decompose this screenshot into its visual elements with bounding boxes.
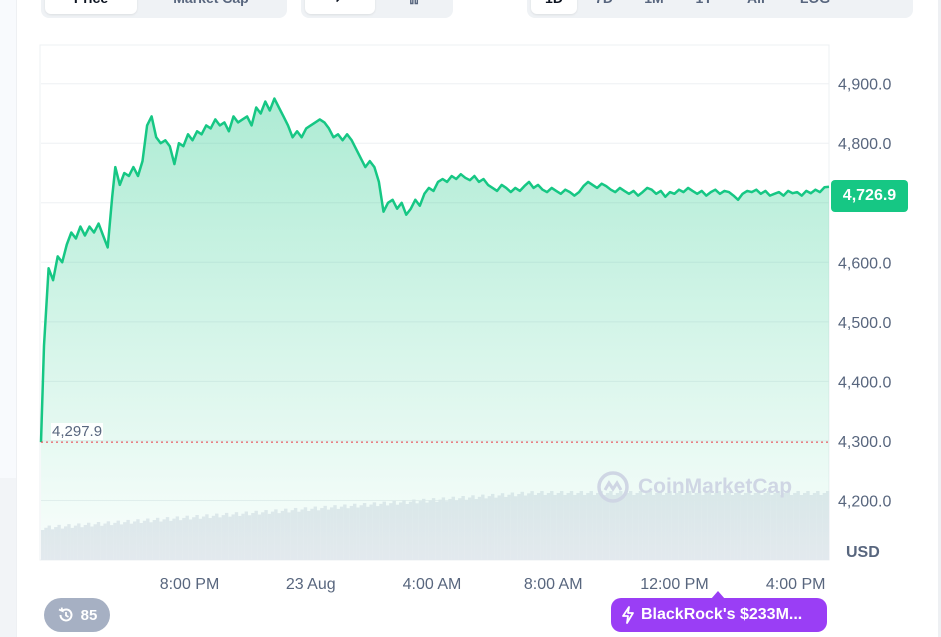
y-axis-ticks: 4,900.04,800.04,700.04,600.04,500.04,400… (838, 77, 891, 511)
market-cap-tab[interactable]: Market Cap (141, 0, 281, 14)
news-event-chip[interactable]: BlackRock's $233M... (611, 598, 827, 632)
news-label: BlackRock's $233M... (641, 606, 803, 623)
range-toggle: 1D 7D 1M 1Y All LOG (527, 0, 913, 18)
y-tick-label: 4,600.0 (838, 255, 891, 272)
range-7d[interactable]: 7D (581, 0, 627, 14)
y-tick-label: 4,800.0 (838, 136, 891, 153)
log-scale-toggle[interactable]: LOG (785, 0, 845, 14)
current-price-badge: 4,726.9 (831, 180, 908, 212)
history-count: 85 (80, 606, 98, 624)
y-tick-label: 4,400.0 (838, 374, 891, 391)
line-chart-icon: ↗ (334, 0, 346, 7)
open-price-label: 4,297.9 (51, 423, 104, 440)
candles-icon: ⫾⫾ (410, 0, 419, 7)
left-panel-edge (0, 478, 16, 637)
watermark-text: CoinMarketCap (638, 475, 793, 498)
news-pointer (711, 591, 725, 599)
price-line (39, 97, 830, 443)
y-tick-label: 4,900.0 (838, 77, 891, 94)
x-tick-label: 8:00 PM (160, 576, 220, 593)
y-tick-label: 4,300.0 (838, 434, 891, 451)
range-1d[interactable]: 1D (531, 0, 577, 14)
lightning-icon (622, 606, 634, 624)
x-tick-label: 8:00 AM (524, 576, 583, 593)
currency-label: USD (846, 544, 880, 561)
x-tick-label: 12:00 PM (640, 576, 708, 593)
range-1y[interactable]: 1Y (681, 0, 727, 14)
chart-type-toggle: ↗ ⫾⫾ (301, 0, 453, 18)
x-tick-label: 4:00 PM (766, 576, 826, 593)
history-button[interactable]: 85 (44, 598, 110, 632)
candle-chart-button[interactable]: ⫾⫾ (379, 0, 449, 14)
y-tick-label: 4,500.0 (838, 315, 891, 332)
y-tick-label: 4,200.0 (838, 493, 891, 510)
x-tick-label: 4:00 AM (403, 576, 462, 593)
watermark: CoinMarketCap (596, 470, 792, 504)
coinmarketcap-logo-icon (597, 471, 629, 503)
x-axis-ticks: 8:00 PM 23 Aug 4:00 AM 8:00 AM 12:00 PM 4:00 … (160, 576, 826, 593)
line-chart-button[interactable]: ↗ (305, 0, 375, 14)
price-tab[interactable]: Price (45, 0, 137, 14)
x-tick-label: 23 Aug (286, 576, 336, 593)
range-all[interactable]: All (731, 0, 781, 14)
right-scroll-edge (938, 0, 941, 637)
price-area-fill (41, 98, 829, 560)
history-icon (58, 607, 73, 622)
page-background-left (0, 0, 16, 637)
metric-toggle: Price Market Cap (41, 0, 287, 18)
range-1m[interactable]: 1M (631, 0, 677, 14)
